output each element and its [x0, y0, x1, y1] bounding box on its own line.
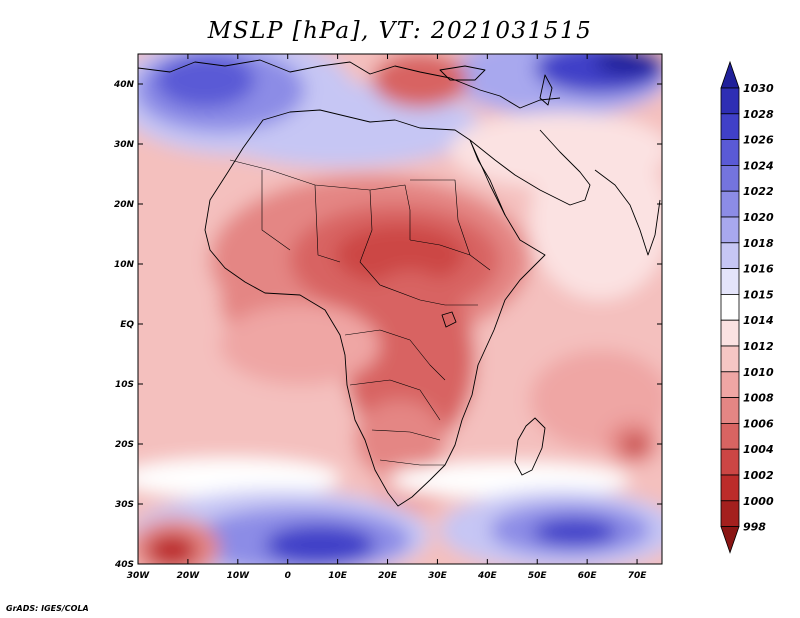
colorbar-swatch [720, 448, 740, 476]
colorbar-label: 1024 [743, 159, 774, 172]
country-borders [229, 159, 491, 466]
caspian-sea [539, 74, 553, 106]
colorbar-swatch [720, 397, 740, 424]
colorbar-swatch [720, 216, 740, 244]
colorbar-label: 1018 [743, 237, 774, 250]
lon-label: 0 [285, 571, 291, 581]
map-title: MSLP [hPa], VT: 2021031515 [207, 18, 593, 44]
lon-label: 10E [328, 571, 348, 581]
colorbar-label: 1028 [743, 108, 774, 121]
lat-label: 40S [114, 560, 134, 570]
lat-label: 30N [114, 140, 135, 150]
lon-label: 10W [227, 571, 251, 581]
plot-frame [137, 53, 663, 565]
lon-label: 30W [127, 571, 151, 581]
colorbar-swatch [720, 113, 740, 141]
colorbar-label: 1006 [743, 417, 774, 430]
colorbar-swatch [720, 139, 740, 166]
lat-label: 20S [115, 440, 134, 450]
colorbar-swatch [720, 345, 740, 373]
longitude-labels: 30W 20W 10W 0 10E 20E 30E 40E 50E 60E 70E [127, 571, 647, 581]
colorbar-top-arrow [720, 60, 740, 89]
colorbar-swatch [720, 164, 740, 192]
tick-marks [137, 54, 662, 565]
lon-label: 40E [477, 571, 498, 581]
lake-victoria [441, 311, 457, 328]
lat-label: 20N [114, 200, 135, 210]
colorbar-label: 1022 [743, 185, 774, 198]
india-coast [594, 169, 661, 256]
grads-credit: GrADS: IGES/COLA [6, 604, 89, 613]
colorbar-swatch [720, 474, 740, 502]
lon-label: 50E [528, 571, 548, 581]
lon-label: 20E [378, 571, 398, 581]
lon-label: 60E [578, 571, 598, 581]
colorbar-swatch [720, 190, 740, 218]
lat-label: EQ [120, 320, 134, 330]
colorbar-label: 1002 [743, 469, 774, 482]
latitude-labels: 40N 30N 20N 10N EQ 10S 20S 30S 40S [113, 80, 135, 570]
lat-label: 10N [114, 260, 135, 270]
colorbar-label: 1012 [743, 340, 774, 353]
colorbar: 1030 1028 1026 1024 1022 1020 1018 1016 1015 1014… [720, 60, 774, 554]
madagascar [514, 417, 546, 476]
colorbar-label: 1000 [743, 495, 774, 508]
red-sea [469, 139, 506, 216]
lat-label: 40N [113, 80, 135, 90]
europe-coast [138, 59, 561, 109]
lat-label: 10S [115, 380, 134, 390]
lon-label: 20W [177, 571, 201, 581]
black-sea [439, 65, 486, 81]
colorbar-swatch [720, 319, 740, 347]
colorbar-label: 1014 [743, 314, 774, 327]
colorbar-label: 1015 [743, 288, 774, 301]
colorbar-label: 1008 [743, 392, 774, 405]
lat-label: 30S [115, 500, 134, 510]
colorbar-swatch [720, 422, 740, 450]
colorbar-swatch [720, 371, 740, 398]
lon-label: 30E [428, 571, 448, 581]
colorbar-label: 998 [743, 521, 766, 534]
colorbar-swatch [720, 268, 740, 295]
colorbar-label: 1020 [743, 211, 774, 224]
colorbar-label: 1016 [743, 263, 774, 276]
colorbar-label: 1026 [743, 134, 774, 147]
colorbar-swatch [720, 242, 740, 270]
pressure-field [138, 54, 662, 564]
colorbar-swatch [720, 87, 740, 115]
lon-label: 70E [628, 571, 648, 581]
colorbar-label: 1010 [743, 366, 774, 379]
arabian-peninsula [469, 129, 591, 206]
colorbar-swatch [720, 293, 740, 321]
colorbar-bottom-arrow [720, 526, 740, 554]
colorbar-label: 1004 [743, 443, 774, 456]
mslp-map: 30W 20W 10W 0 10E 20E 30E 40E 50E 60E 70E 40N 30N 20… [113, 53, 774, 581]
colorbar-swatch [720, 500, 740, 527]
colorbar-label: 1030 [743, 82, 774, 95]
